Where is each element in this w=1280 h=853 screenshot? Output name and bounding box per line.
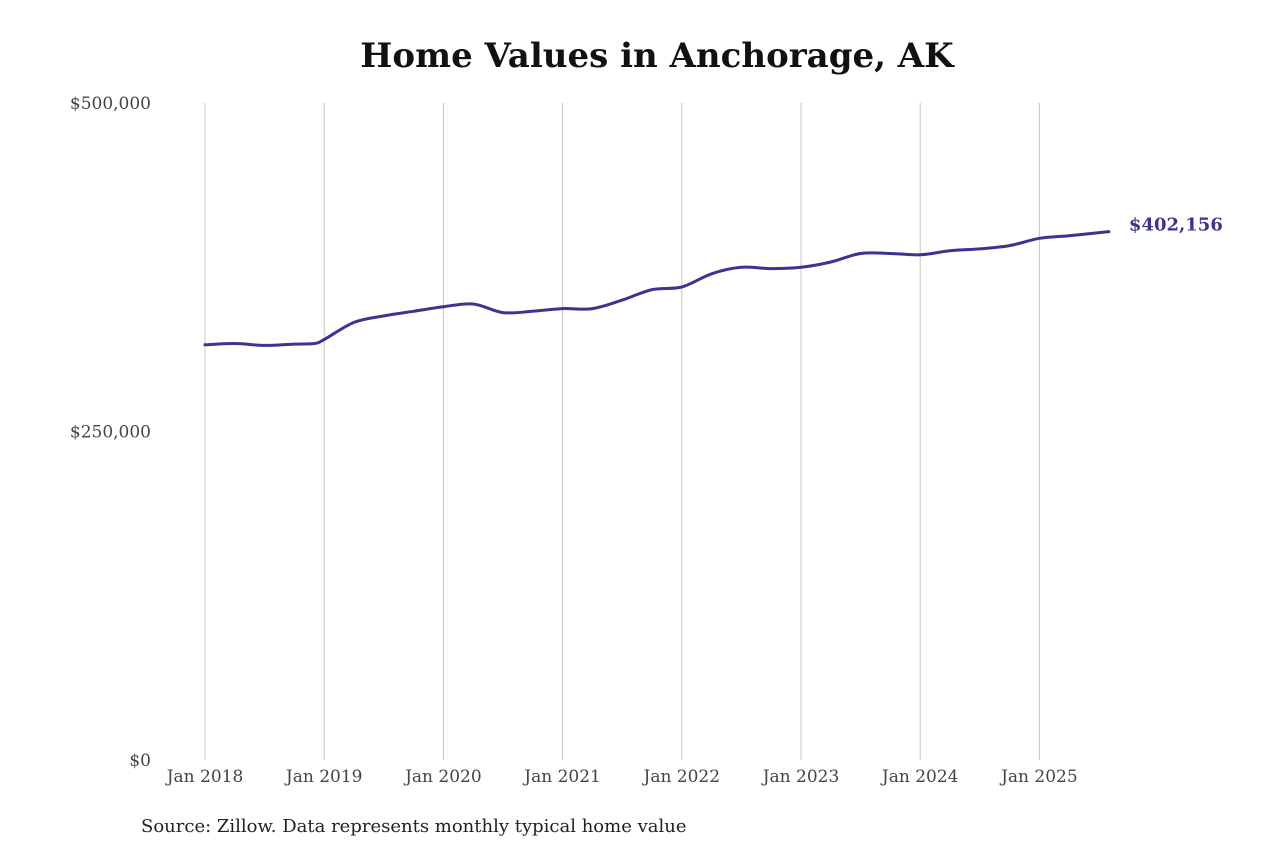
x-tick-label: Jan 2021 [522,767,601,787]
y-tick-label: $250,000 [70,423,151,443]
y-tick-label: $500,000 [70,94,151,114]
x-tick-label: Jan 2020 [403,767,482,787]
y-tick-label: $0 [129,751,151,771]
line-chart: Jan 2018 Jan 2019 Jan 2020 Jan 2021 Jan 2022… [70,94,1223,787]
series-line-home-value [203,230,1111,347]
x-tick-label: Jan 2023 [761,767,840,787]
x-axis-tick-labels: Jan 2018 Jan 2019 Jan 2020 Jan 2021 Jan 2022… [165,767,1078,787]
x-tick-label: Jan 2022 [642,767,721,787]
x-tick-label: Jan 2019 [284,767,363,787]
x-tick-label: Jan 2025 [999,767,1078,787]
chart-title: Home Values in Anchorage, AK [360,36,954,76]
x-tick-label: Jan 2018 [165,767,244,787]
x-tick-label: Jan 2024 [880,767,959,787]
end-value-label: $402,156 [1129,215,1223,236]
gridlines [204,103,1040,760]
y-axis-tick-labels: $0 $250,000 $500,000 [70,94,151,771]
source-note: Source: Zillow. Data represents monthly … [141,816,687,837]
